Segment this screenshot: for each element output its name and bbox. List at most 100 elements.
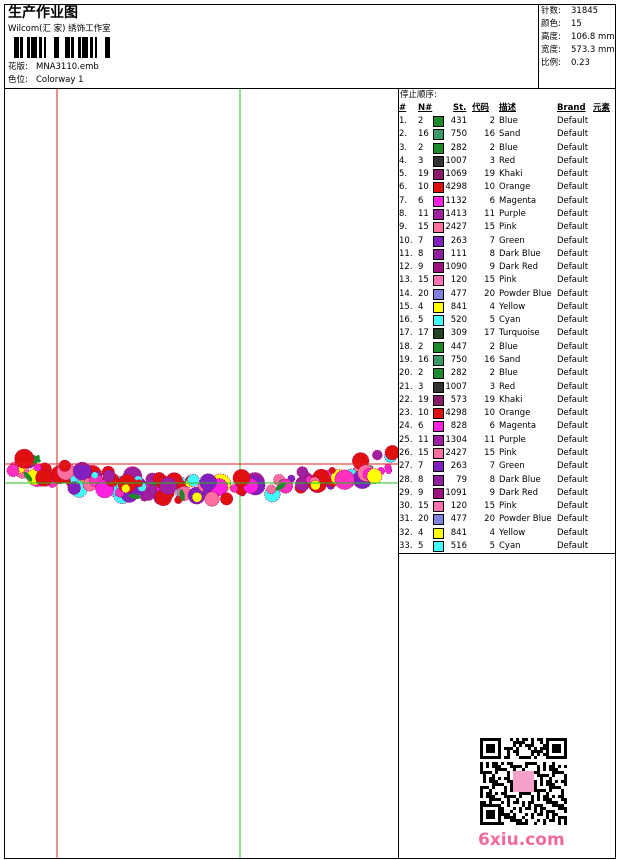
needle: 4 (418, 527, 424, 538)
code: 6 (489, 421, 495, 432)
stitches: 263 (450, 461, 467, 472)
qr-cell (546, 753, 549, 756)
qr-cell (564, 750, 567, 753)
qr-cell (480, 753, 483, 756)
needle: 17 (418, 328, 429, 339)
description: Orange (499, 408, 531, 419)
qr-cell (549, 783, 552, 786)
qr-cell (534, 756, 537, 759)
bar (27, 37, 29, 58)
swatch (433, 182, 444, 194)
qr-cell (537, 774, 540, 777)
qr-cell (492, 816, 495, 819)
code: 5 (489, 540, 495, 551)
description: Dark Blue (499, 474, 541, 485)
qr-cell (489, 750, 492, 753)
row-index: 11. (399, 248, 413, 259)
bar (71, 37, 74, 58)
qr-cell (507, 762, 510, 765)
needle: 2 (418, 341, 424, 352)
qr-cell (486, 771, 489, 774)
border (4, 4, 616, 5)
qr-cell (498, 813, 501, 816)
qr-cell (552, 816, 555, 819)
qr-cell (525, 738, 528, 741)
qr-cell (525, 813, 528, 816)
qr-cell (558, 804, 561, 807)
row-index: 9. (399, 222, 408, 233)
qr-cell (564, 753, 567, 756)
qr-cell (537, 765, 540, 768)
description: Dark Blue (499, 248, 541, 259)
qr-cell (558, 765, 561, 768)
qr-cell (537, 750, 540, 753)
stitches: 516 (450, 540, 467, 551)
qr-cell (546, 792, 549, 795)
description: Dark Red (499, 487, 539, 498)
description: Turquoise (499, 328, 540, 339)
brand: Default (557, 288, 589, 299)
description: Pink (499, 222, 517, 233)
qr-cell (558, 816, 561, 819)
qr-cell (540, 777, 543, 780)
qr-cell (510, 795, 513, 798)
qr-cell (546, 744, 549, 747)
row-index: 16. (399, 315, 413, 326)
qr-cell (504, 813, 507, 816)
bar (39, 37, 42, 58)
brand: Default (557, 142, 589, 153)
qr-cell (528, 801, 531, 804)
description: Pink (499, 275, 517, 286)
stitches: 120 (450, 501, 467, 512)
design-area (5, 89, 398, 858)
qr-cell (534, 807, 537, 810)
qr-cell (561, 816, 564, 819)
qr-cell (486, 795, 489, 798)
qr-cell (486, 765, 489, 768)
stitches: 4298 (445, 182, 467, 193)
qr-cell (492, 738, 495, 741)
qr-cell (564, 741, 567, 744)
qr-cell (552, 810, 555, 813)
brand: Default (557, 129, 589, 140)
row-index: 13. (399, 275, 413, 286)
qr-cell (492, 804, 495, 807)
description: Orange (499, 182, 531, 193)
qr-cell (555, 786, 558, 789)
stitches: 573 (450, 394, 467, 405)
qr-cell (492, 756, 495, 759)
qr-cell (498, 783, 501, 786)
swatch (433, 248, 444, 260)
code: 10 (484, 182, 495, 193)
column-header: # (399, 103, 407, 113)
swatch (433, 288, 444, 300)
swatch (433, 116, 444, 127)
row-index: 3. (399, 142, 408, 153)
qr-cell (492, 798, 495, 801)
brand: Default (557, 434, 589, 445)
bar (20, 37, 23, 58)
qr-cell (519, 744, 522, 747)
qr-cell (492, 783, 495, 786)
flower (191, 492, 203, 503)
code: 8 (489, 248, 495, 259)
bar (80, 37, 81, 58)
needle: 15 (418, 275, 429, 286)
code: 2 (489, 116, 495, 126)
qr-cell (489, 792, 492, 795)
qr-cell (528, 747, 531, 750)
qr-cell (498, 765, 501, 768)
qr-cell (495, 738, 498, 741)
qr-cell (480, 819, 483, 822)
qr-cell (564, 780, 567, 783)
qr-cell (507, 747, 510, 750)
needle: 4 (418, 301, 424, 312)
swatch (433, 195, 444, 207)
qr-cell (534, 750, 537, 753)
code: 20 (484, 514, 495, 525)
qr-cell (498, 804, 501, 807)
swatch (433, 235, 444, 247)
flower (128, 493, 141, 499)
qr-cell (543, 774, 546, 777)
needle: 5 (418, 315, 424, 326)
